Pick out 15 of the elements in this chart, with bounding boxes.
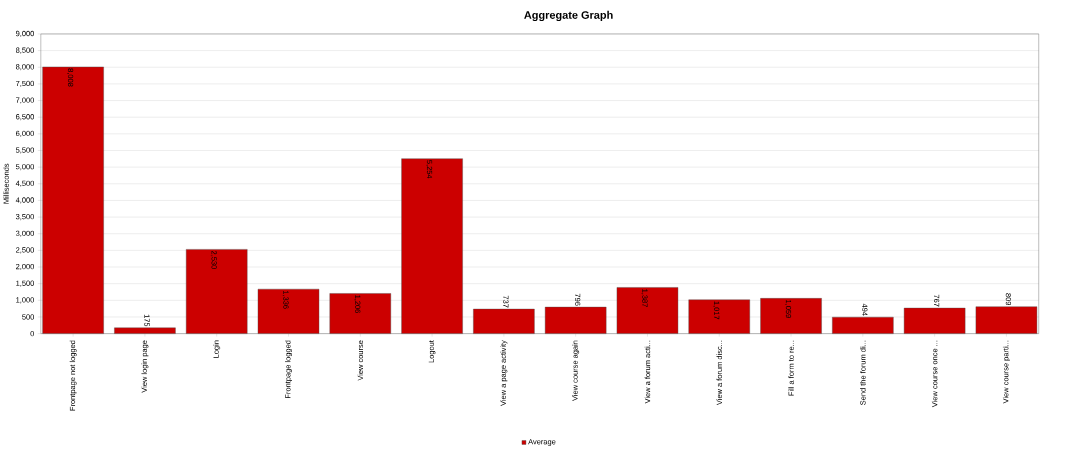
bar: [688, 299, 750, 334]
bar: [257, 288, 320, 334]
bar: [832, 316, 894, 334]
bar: [186, 248, 248, 334]
bar: [42, 66, 104, 334]
bar: [903, 307, 966, 334]
bar: [473, 308, 535, 334]
chart-title: Aggregate Graph: [524, 10, 613, 21]
bar: [401, 158, 463, 334]
bar: [544, 306, 607, 334]
bar: [760, 297, 822, 334]
bar: [975, 306, 1038, 334]
bar: [616, 287, 679, 334]
bar: [329, 293, 392, 334]
bar: [114, 327, 176, 334]
